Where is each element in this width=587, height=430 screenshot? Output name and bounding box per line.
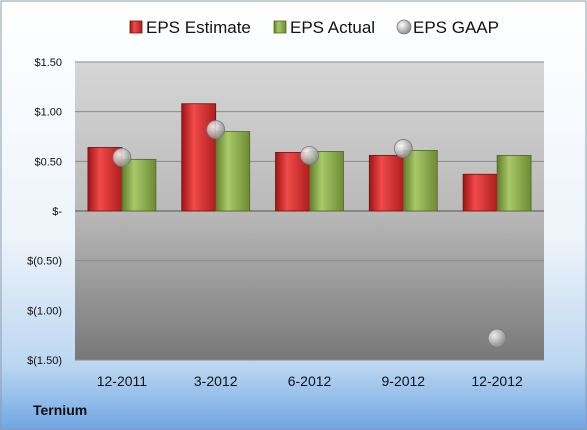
- y-tick-label: $0.50: [34, 156, 62, 168]
- gaap-point: [112, 147, 132, 167]
- gaap-point: [300, 145, 319, 165]
- x-category-label: 12-2012: [471, 373, 523, 389]
- bars: [87, 103, 532, 212]
- company-name: Ternium: [33, 402, 87, 418]
- gaap-points: [112, 120, 507, 348]
- x-category-label: 3-2012: [194, 373, 238, 389]
- x-category-label: 9-2012: [382, 373, 426, 389]
- x-category-label: 6-2012: [288, 373, 332, 389]
- actual-bar: [215, 131, 251, 212]
- legend-swatch-estimate: [129, 20, 143, 34]
- y-tick-label: $1.00: [34, 107, 62, 119]
- estimate-bar: [368, 154, 404, 212]
- gaap-point: [487, 328, 507, 348]
- gaap-point: [206, 120, 226, 139]
- estimate-bar: [181, 103, 217, 212]
- legend: EPS Estimate EPS Actual EPS GAAP: [129, 18, 499, 37]
- x-axis-category-labels: 12-2011 3-2012 6-2012 9-2012 12-2012: [97, 373, 523, 389]
- actual-bar: [121, 158, 157, 212]
- legend-label: EPS Actual: [290, 18, 375, 37]
- y-tick-label: $(1.00): [27, 305, 62, 317]
- estimate-bar: [462, 173, 498, 212]
- legend-label: EPS Estimate: [146, 18, 251, 37]
- legend-swatch-gaap: [396, 19, 412, 35]
- actual-bar: [496, 154, 532, 212]
- gaap-point: [393, 139, 413, 158]
- estimate-bar: [87, 147, 123, 212]
- x-category-label: 12-2011: [97, 373, 148, 389]
- y-tick-label: $1.50: [34, 57, 62, 69]
- y-tick-label: $-: [52, 206, 62, 218]
- y-tick-label: $(1.50): [27, 355, 62, 367]
- actual-bar: [402, 150, 438, 212]
- y-axis-tick-labels: $1.50 $1.00 $0.50 $- $(0.50) $(1.00) $(1.50): [27, 57, 62, 367]
- y-tick-label: $(0.50): [27, 256, 62, 268]
- legend-label: EPS GAAP: [413, 18, 499, 37]
- legend-swatch-actual: [273, 20, 287, 34]
